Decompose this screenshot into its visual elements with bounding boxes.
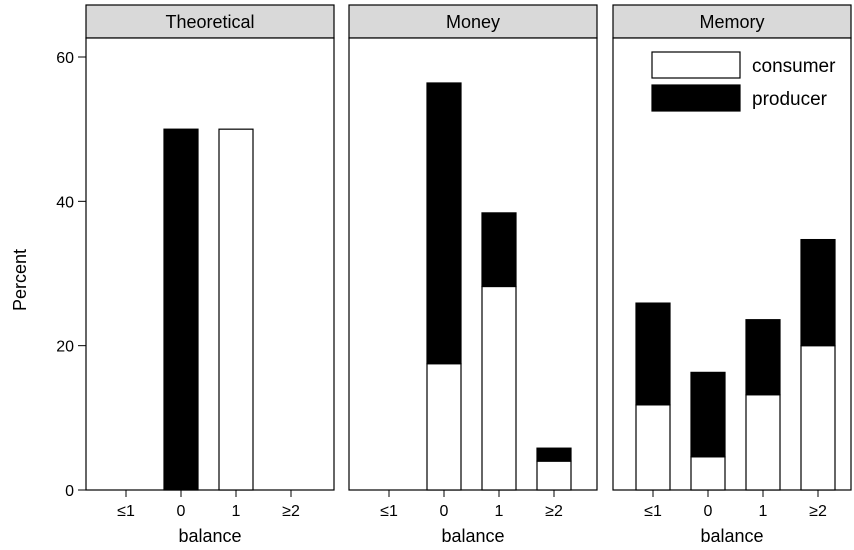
y-tick-label: 0 — [65, 483, 74, 500]
bar-producer — [690, 371, 726, 458]
x-tick-label: ≥2 — [545, 503, 563, 520]
facet-plot-area — [85, 37, 335, 491]
x-tick-label: ≥2 — [282, 503, 300, 520]
facet-panel-money: Money ≤1 0 1 ≥2 balance — [348, 4, 598, 546]
x-tick-label: 0 — [177, 503, 186, 520]
bar-consumer — [536, 460, 572, 491]
facet-strip — [85, 4, 335, 39]
legend-swatch-consumer — [651, 51, 741, 79]
bar-producer — [536, 447, 572, 462]
x-axis-title: balance — [441, 526, 504, 546]
facet-strip-title: Money — [446, 12, 500, 32]
y-tick-label: 20 — [56, 339, 74, 356]
bar-consumer — [481, 285, 517, 491]
bar-consumer — [426, 363, 462, 491]
legend: consumer producer — [651, 51, 836, 112]
y-tick-label: 40 — [56, 194, 74, 211]
bar-consumer — [635, 404, 671, 491]
bar-producer — [745, 319, 781, 396]
x-tick-label: 1 — [759, 503, 768, 520]
facet-strip-title: Theoretical — [165, 12, 254, 32]
facet-strip — [348, 4, 598, 39]
y-axis: 0 20 40 60 — [56, 50, 86, 500]
legend-label-consumer: consumer — [752, 56, 836, 77]
legend-swatch-producer — [651, 84, 741, 112]
facet-panels: Theoretical ≤1 0 1 ≥2 balance Money ≤1 0 1 ≥2 balan… — [85, 4, 852, 546]
x-tick-label: ≤1 — [117, 503, 135, 520]
x-axis-title: balance — [178, 526, 241, 546]
y-tick-label: 60 — [56, 50, 74, 67]
bar-producer — [426, 82, 462, 365]
x-tick-label: 0 — [440, 503, 449, 520]
x-tick-label: 0 — [704, 503, 713, 520]
x-tick-label: 1 — [232, 503, 241, 520]
x-tick-label: 1 — [495, 503, 504, 520]
facet-strip — [612, 4, 852, 39]
facet-strip-title: Memory — [699, 12, 764, 32]
x-axis-title: balance — [700, 526, 763, 546]
y-axis-title: Percent — [10, 249, 30, 311]
x-tick-label: ≤1 — [644, 503, 662, 520]
facet-panel-memory: Memory ≤1 0 1 ≥2 balance — [612, 4, 852, 546]
bar-consumer — [690, 456, 726, 491]
x-tick-label: ≤1 — [380, 503, 398, 520]
legend-label-producer: producer — [752, 89, 828, 110]
facet-panel-theoretical: Theoretical ≤1 0 1 ≥2 balance — [85, 4, 335, 546]
bar-consumer — [800, 345, 836, 491]
bar-producer — [800, 238, 836, 347]
bar-producer — [163, 128, 199, 491]
bar-producer — [481, 212, 517, 288]
x-tick-label: ≥2 — [809, 503, 827, 520]
bar-consumer — [745, 394, 781, 491]
bar-producer — [635, 302, 671, 406]
bar-consumer — [218, 128, 254, 491]
facet-plot-area — [348, 37, 598, 491]
